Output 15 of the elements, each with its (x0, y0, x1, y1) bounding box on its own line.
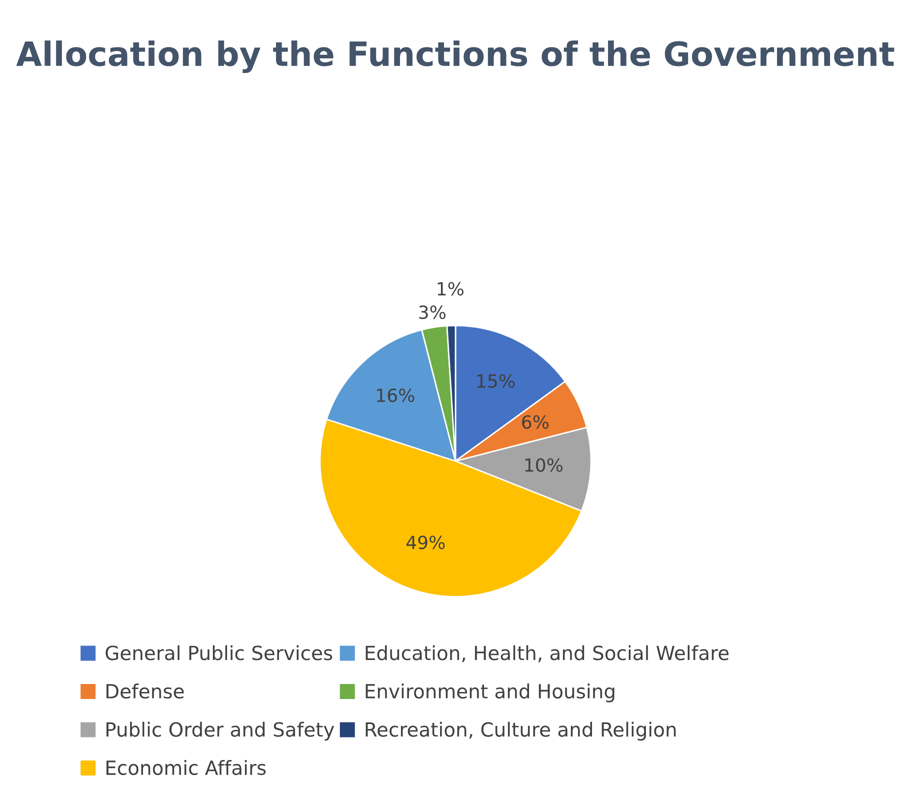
legend-label: Defense (106, 684, 184, 699)
data-label: 3% (419, 305, 446, 320)
legend-label: Recreation, Culture and Religion (366, 722, 676, 741)
chart-title: Allocation by the Functions of the Government (16, 40, 894, 74)
data-label: 1% (438, 282, 464, 296)
data-label: 10% (525, 458, 563, 472)
legend-label: Public Order and Safety (106, 722, 334, 741)
legend-label: Economic Affairs (106, 760, 266, 776)
legend-label: Environment and Housing (366, 684, 614, 702)
legend-label: General Public Services (106, 645, 332, 660)
data-label: 49% (406, 536, 445, 550)
legend-label: Education, Health, and Social Welfare (366, 645, 729, 662)
data-label: 6% (522, 415, 549, 429)
data-label: 16% (377, 388, 414, 402)
data-label: 15% (477, 374, 515, 388)
